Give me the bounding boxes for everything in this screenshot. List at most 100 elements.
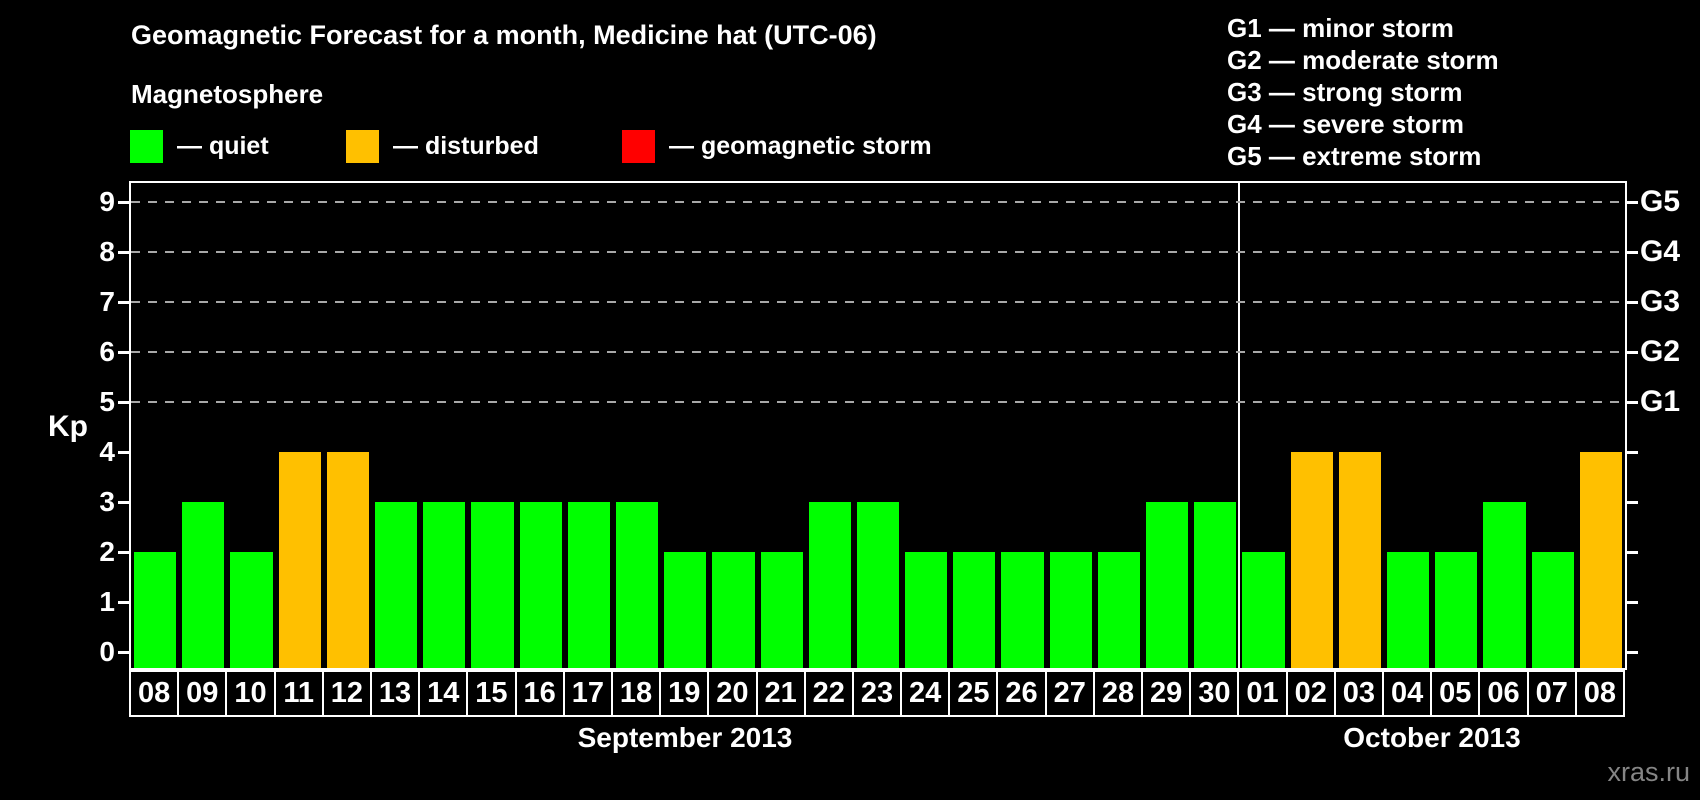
legend-item-label: — quiet: [177, 131, 269, 160]
day-label-07: 07: [1526, 670, 1577, 717]
kp-bar-day-08: [134, 552, 177, 668]
day-label-08: 08: [1574, 670, 1625, 717]
day-label-09: 09: [177, 670, 228, 717]
day-label-17: 17: [562, 670, 613, 717]
y-tick-label-2: 2: [99, 536, 115, 567]
y-tick-left-4: [118, 451, 129, 454]
legend-item-storm: — geomagnetic storm: [622, 124, 932, 168]
kp-bar-day-09: [182, 502, 225, 668]
quiet-color-swatch: [130, 129, 163, 163]
kp-bar-day-05: [1435, 552, 1478, 668]
kp-bar-day-11: [278, 452, 321, 668]
gridline-kp9: [131, 201, 1625, 203]
kp-bar-day-07: [1531, 552, 1574, 668]
y-tick-left-9: [118, 201, 129, 204]
y-tick-left-0: [118, 651, 129, 654]
kp-bar-day-04: [1387, 552, 1430, 668]
watermark: xras.ru: [1607, 757, 1690, 787]
legend-item-disturbed: — disturbed: [346, 124, 539, 168]
g-scale-legend: G1 — minor storm G2 — moderate storm G3 …: [1227, 12, 1499, 172]
kp-bar-day-23: [856, 502, 900, 668]
kp-bar-day-03: [1338, 452, 1382, 668]
kp-bar-day-19: [664, 552, 707, 668]
day-label-02: 02: [1285, 670, 1336, 717]
g-legend-line-g5: G5 — extreme storm: [1227, 141, 1482, 171]
kp-bar-day-18: [615, 502, 659, 668]
day-label-27: 27: [1044, 670, 1095, 717]
day-label-05: 05: [1430, 670, 1481, 717]
y-tick-left-5: [118, 401, 129, 404]
y-tick-right-7: [1627, 301, 1638, 304]
kp-bar-day-14: [423, 502, 466, 668]
y-axis-title: Kp: [48, 410, 88, 443]
kp-bar-day-27: [1049, 552, 1092, 668]
disturbed-color-swatch: [346, 129, 379, 163]
y-tick-right-4: [1627, 451, 1638, 454]
kp-bar-day-01: [1242, 552, 1285, 668]
y-tick-label-3: 3: [99, 486, 115, 517]
gridline-kp8: [131, 251, 1625, 253]
day-label-10: 10: [225, 670, 276, 717]
y-tick-label-8: 8: [99, 236, 115, 267]
y-tick-label-7: 7: [99, 286, 115, 317]
y-tick-label-5: 5: [99, 386, 115, 417]
y-tick-left-6: [118, 351, 129, 354]
gridline-kp6: [131, 351, 1625, 353]
gridline-kp7: [131, 301, 1625, 303]
y-tick-left-3: [118, 501, 129, 504]
day-label-25: 25: [948, 670, 999, 717]
g-legend-line-g1: G1 — minor storm: [1227, 13, 1454, 43]
y-tick-right-1: [1627, 601, 1638, 604]
kp-bar-day-13: [374, 502, 418, 668]
kp-bar-day-17: [567, 502, 610, 668]
y-tick-right-5: [1627, 401, 1638, 404]
day-label-26: 26: [996, 670, 1047, 717]
kp-bar-day-25: [953, 552, 996, 668]
day-label-03: 03: [1333, 670, 1385, 717]
day-label-28: 28: [1092, 670, 1144, 717]
day-label-22: 22: [803, 670, 854, 717]
g-axis-label-g4: G4: [1640, 235, 1681, 268]
plot-area: [118, 181, 1638, 670]
kp-bar-day-06: [1483, 502, 1526, 668]
month-label-october: October 2013: [1343, 722, 1521, 753]
gridline-kp5: [131, 401, 1625, 403]
legend-item-quiet: — quiet: [130, 124, 269, 168]
g-legend-line-g4: G4 — severe storm: [1227, 109, 1465, 139]
y-tick-label-1: 1: [99, 586, 115, 617]
legend-item-label: — disturbed: [393, 131, 539, 160]
page-title: Geomagnetic Forecast for a month, Medici…: [131, 20, 877, 50]
day-label-06: 06: [1478, 670, 1529, 717]
kp-bar-day-16: [519, 502, 562, 668]
day-label-21: 21: [755, 670, 806, 717]
day-label-16: 16: [514, 670, 565, 717]
kp-bar-day-10: [230, 552, 273, 668]
y-tick-left-1: [118, 601, 129, 604]
day-label-12: 12: [321, 670, 372, 717]
legend-title: Magnetosphere: [131, 79, 324, 109]
y-tick-label-9: 9: [99, 186, 115, 217]
g-axis-label-g2: G2: [1640, 335, 1681, 368]
y-tick-label-0: 0: [99, 636, 115, 667]
g-legend-line-g3: G3 — strong storm: [1227, 77, 1463, 107]
kp-bar-day-12: [326, 452, 369, 668]
y-tick-label-6: 6: [99, 336, 115, 367]
y-tick-right-9: [1627, 201, 1638, 204]
kp-bar-day-29: [1146, 502, 1189, 668]
day-label-29: 29: [1141, 670, 1192, 717]
kp-bar-day-21: [760, 552, 803, 668]
g-axis-label-g5: G5: [1640, 185, 1681, 218]
y-tick-right-6: [1627, 351, 1638, 354]
month-label-september: September 2013: [577, 722, 793, 753]
kp-bar-day-22: [808, 502, 851, 668]
day-label-08: 08: [129, 670, 180, 717]
kp-bar-day-30: [1194, 502, 1237, 668]
kp-bar-day-08: [1579, 452, 1622, 668]
storm-color-swatch: [622, 129, 655, 163]
kp-bar-day-24: [905, 552, 948, 668]
y-tick-right-8: [1627, 251, 1638, 254]
y-tick-left-2: [118, 551, 129, 554]
kp-bar-day-15: [471, 502, 514, 668]
y-tick-left-8: [118, 251, 129, 254]
